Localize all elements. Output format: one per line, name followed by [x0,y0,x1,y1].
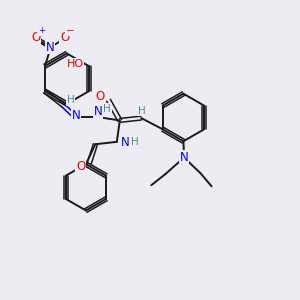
Text: H: H [131,137,139,147]
Text: O: O [32,31,40,44]
Text: −: − [65,26,74,36]
Text: N: N [46,40,55,53]
Text: O: O [76,160,85,173]
Text: N: N [180,151,188,164]
Text: H: H [67,95,75,105]
Text: H: H [103,103,111,113]
Text: HO: HO [67,59,84,69]
Text: N: N [121,136,130,149]
Text: H: H [138,106,146,116]
Text: N: N [94,105,103,118]
Text: +: + [38,26,45,35]
Text: O: O [60,31,69,44]
Text: N: N [72,109,81,122]
Text: O: O [96,90,105,103]
